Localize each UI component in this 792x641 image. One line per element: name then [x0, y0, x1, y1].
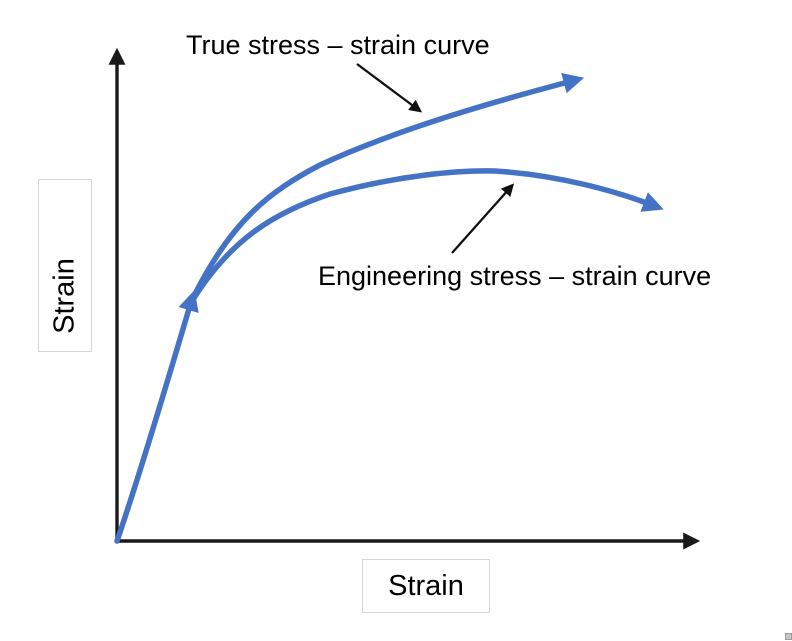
- elastic-segment-arrow: [114, 289, 199, 544]
- y-axis-label: Strain: [48, 258, 81, 334]
- true-stress-curve: [193, 73, 585, 295]
- engineering-curve-pointer-arrow: [451, 183, 515, 254]
- engineering-curve-annotation: Engineering stress – strain curve: [318, 261, 712, 291]
- engineering-stress-curve: [191, 168, 664, 301]
- true-curve-pointer-arrow: [356, 63, 423, 113]
- x-axis-label-box: Strain: [362, 559, 490, 613]
- true-curve-annotation: True stress – strain curve: [186, 30, 490, 60]
- x-axis-label: Strain: [388, 569, 464, 602]
- y-axis-label-box: Strain: [38, 179, 92, 352]
- resize-handle[interactable]: [785, 633, 792, 640]
